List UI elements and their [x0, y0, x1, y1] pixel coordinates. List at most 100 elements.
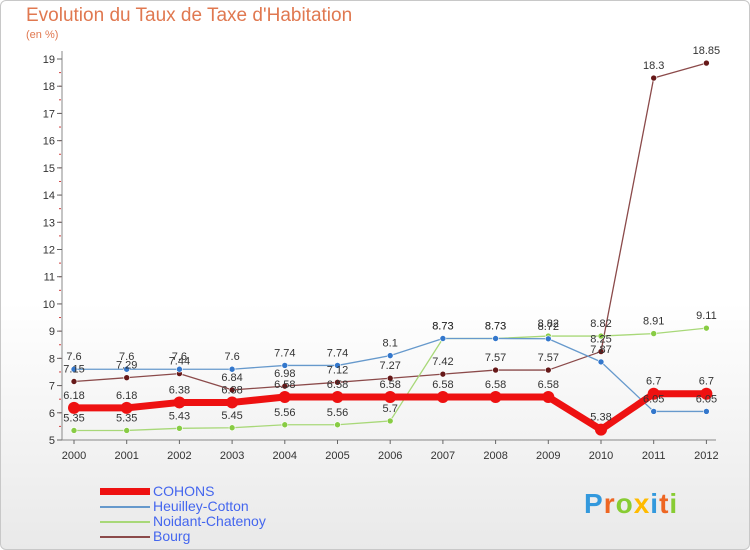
- data-point-noidant-chatenoy: [386, 417, 394, 425]
- x-tick-label: 2010: [589, 450, 613, 462]
- y-tick-label: 8: [49, 353, 55, 365]
- y-tick-label: 5: [49, 435, 55, 447]
- data-point-bourg: [597, 348, 605, 355]
- legend-swatch-cohons: [100, 488, 150, 495]
- data-label-cohons: 6.38: [169, 384, 190, 396]
- data-label-noidant-chatenoy: 5.45: [221, 410, 242, 422]
- data-point-bourg: [492, 366, 499, 374]
- data-label-heuilley-cotton: 6.05: [696, 393, 717, 405]
- data-label-bourg: 6.84: [221, 372, 242, 384]
- data-label-noidant-chatenoy: 5.35: [116, 412, 137, 424]
- logo-letter: t: [659, 488, 670, 519]
- data-point-cohons: [436, 391, 449, 404]
- data-label-bourg: 7.57: [485, 352, 506, 364]
- legend-label-cohons: COHONS: [153, 483, 215, 499]
- data-label-cohons: 6.38: [221, 384, 242, 396]
- data-point-noidant-chatenoy: [176, 424, 183, 432]
- x-tick-label: 2005: [325, 450, 349, 462]
- data-point-noidant-chatenoy: [281, 421, 289, 429]
- data-label-cohons: 6.58: [432, 379, 453, 391]
- data-label-noidant-chatenoy: 8.82: [590, 318, 611, 330]
- chart-subtitle: (en %): [26, 29, 59, 41]
- data-label-noidant-chatenoy: 8.73: [432, 320, 453, 332]
- y-tick-label: 15: [43, 163, 55, 175]
- data-label-noidant-chatenoy: 5.43: [169, 410, 190, 422]
- data-point-bourg: [650, 74, 658, 82]
- data-label-bourg: 8.25: [590, 334, 611, 346]
- x-tick-label: 2012: [694, 450, 718, 462]
- y-tick-label: 16: [43, 136, 55, 148]
- data-label-noidant-chatenoy: 8.91: [643, 316, 664, 328]
- proxiti-logo: Proxiti: [584, 488, 678, 520]
- data-point-heuilley-cotton: [176, 365, 183, 373]
- data-label-cohons: 6.18: [63, 390, 84, 402]
- data-point-heuilley-cotton: [70, 365, 78, 373]
- logo-letter: P: [584, 488, 604, 519]
- data-point-cohons: [331, 391, 344, 404]
- legend-label-heuilley-cotton: Heuilley-Cotton: [153, 498, 249, 514]
- data-point-noidant-chatenoy: [123, 427, 130, 434]
- data-label-heuilley-cotton: 7.6: [224, 351, 239, 363]
- data-point-cohons: [647, 387, 660, 400]
- y-tick-label: 12: [43, 245, 55, 257]
- data-point-cohons: [384, 391, 397, 404]
- data-point-cohons: [173, 396, 186, 409]
- data-point-noidant-chatenoy: [703, 324, 710, 332]
- data-point-bourg: [123, 374, 130, 381]
- data-label-heuilley-cotton: 7.6: [172, 351, 187, 363]
- data-label-heuilley-cotton: 8.1: [383, 338, 398, 350]
- data-label-bourg: 7.42: [432, 356, 453, 368]
- data-label-heuilley-cotton: 6.05: [643, 393, 664, 405]
- x-tick-label: 2003: [220, 450, 244, 462]
- data-point-heuilley-cotton: [228, 365, 236, 373]
- legend-label-bourg: Bourg: [153, 528, 191, 544]
- data-label-bourg: 7.12: [327, 364, 348, 376]
- data-label-cohons: 6.18: [116, 390, 137, 402]
- logo-letter: i: [669, 488, 679, 519]
- y-tick-label: 6: [49, 408, 55, 420]
- data-point-cohons: [120, 401, 133, 414]
- data-label-bourg: 7.29: [116, 360, 137, 372]
- data-point-cohons: [700, 387, 713, 400]
- data-point-noidant-chatenoy: [597, 332, 605, 340]
- data-point-cohons: [595, 423, 607, 436]
- data-label-bourg: 7.44: [169, 356, 190, 368]
- data-label-cohons: 6.58: [327, 379, 348, 391]
- data-label-bourg: 7.57: [538, 352, 559, 364]
- data-label-noidant-chatenoy: 8.73: [485, 320, 506, 332]
- y-tick-label: 13: [43, 217, 55, 229]
- data-label-heuilley-cotton: 7.74: [327, 347, 348, 359]
- data-label-heuilley-cotton: 7.6: [119, 351, 134, 363]
- data-label-cohons: 6.58: [379, 379, 400, 391]
- data-label-noidant-chatenoy: 5.56: [274, 407, 295, 419]
- data-label-cohons: 6.7: [646, 376, 661, 388]
- y-tick-label: 11: [44, 272, 55, 284]
- data-point-bourg: [228, 386, 236, 394]
- y-tick-label: 9: [49, 326, 55, 338]
- data-point-heuilley-cotton: [492, 335, 499, 342]
- data-label-bourg: 7.27: [379, 360, 400, 372]
- legend-swatch-heuilley-cotton: [100, 506, 150, 508]
- x-tick-label: 2007: [431, 450, 455, 462]
- legend-swatch-bourg: [100, 536, 150, 538]
- data-point-cohons: [489, 391, 502, 404]
- logo-letter: x: [633, 488, 651, 519]
- data-label-heuilley-cotton: 8.73: [485, 320, 506, 332]
- data-point-noidant-chatenoy: [70, 427, 78, 434]
- data-label-noidant-chatenoy: 9.11: [696, 310, 717, 322]
- y-tick-label: 10: [43, 299, 55, 311]
- x-tick-label: 2008: [483, 450, 507, 462]
- logo-letter: i: [650, 488, 660, 519]
- data-label-heuilley-cotton: 7.6: [66, 351, 81, 363]
- data-point-heuilley-cotton: [386, 352, 394, 359]
- logo-letter: r: [603, 488, 616, 519]
- y-tick-label: 7: [49, 381, 55, 393]
- data-point-cohons: [542, 391, 555, 404]
- data-label-cohons: 6.58: [274, 379, 295, 391]
- data-label-cohons: 6.58: [485, 379, 506, 391]
- y-tick-label: 18: [43, 81, 55, 93]
- data-point-bourg: [334, 379, 341, 386]
- data-point-bourg: [386, 374, 394, 382]
